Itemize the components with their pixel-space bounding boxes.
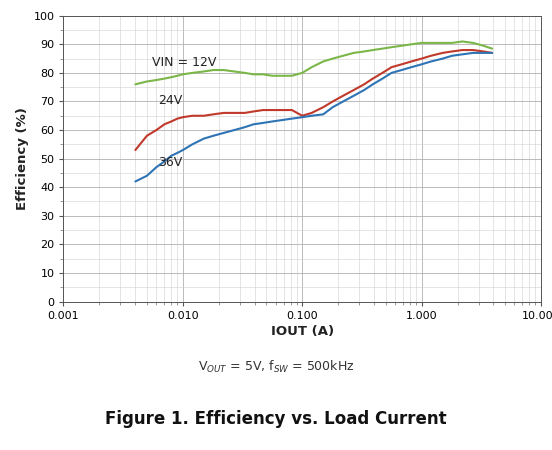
Text: 24V: 24V [158,94,182,108]
Text: Figure 1. Efficiency vs. Load Current: Figure 1. Efficiency vs. Load Current [105,410,447,427]
Text: VIN = 12V: VIN = 12V [152,56,216,69]
X-axis label: IOUT (A): IOUT (A) [270,325,334,338]
Y-axis label: Efficiency (%): Efficiency (%) [17,107,29,210]
Text: 36V: 36V [158,156,182,169]
Text: V$_{OUT}$ = 5V, f$_{SW}$ = 500kHz: V$_{OUT}$ = 5V, f$_{SW}$ = 500kHz [198,359,354,375]
